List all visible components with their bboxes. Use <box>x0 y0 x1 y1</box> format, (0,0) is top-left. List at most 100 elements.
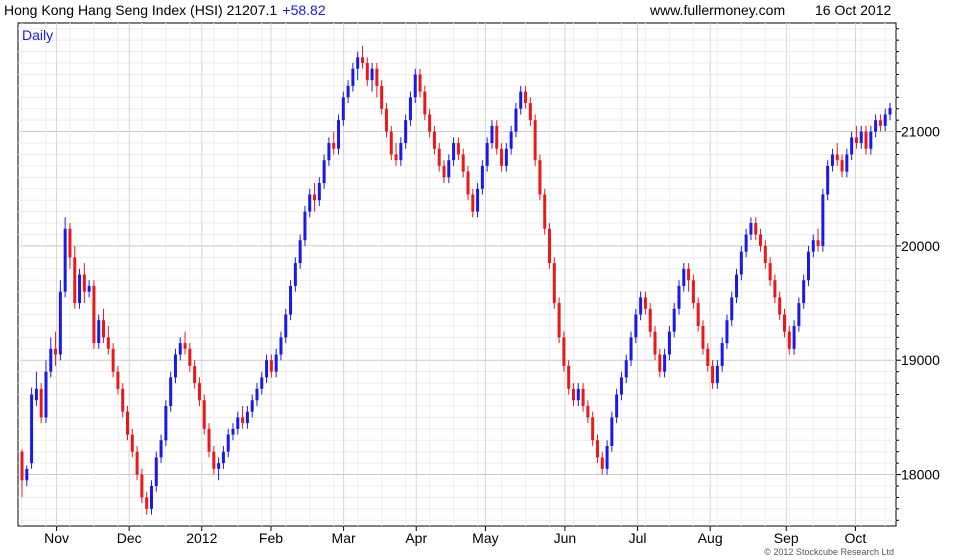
candle-body <box>293 263 297 286</box>
candle-body <box>619 377 623 395</box>
x-tick-label: Jul <box>629 530 647 546</box>
candle <box>667 325 671 361</box>
candle-body <box>859 131 863 144</box>
candle-body <box>106 337 110 349</box>
candle <box>874 114 878 138</box>
candle <box>241 405 245 429</box>
candle-body <box>466 171 470 195</box>
candle <box>193 360 197 389</box>
candle <box>480 160 484 195</box>
candle <box>68 223 72 269</box>
candle <box>154 451 158 492</box>
candle <box>173 348 177 384</box>
x-tick-label: Sep <box>774 530 799 546</box>
candle <box>711 360 715 389</box>
candle <box>337 114 341 155</box>
candle <box>759 228 763 252</box>
candle-body <box>346 85 350 98</box>
candle-body <box>854 137 858 144</box>
candle-body <box>317 183 321 201</box>
candle-body <box>279 337 283 355</box>
candle-body <box>754 223 758 235</box>
x-tick-label: Jun <box>554 530 577 546</box>
candle <box>408 91 412 126</box>
candle-body <box>682 268 686 286</box>
candle <box>140 468 144 504</box>
candle-body <box>749 223 753 235</box>
candle <box>375 63 379 98</box>
candle-body <box>54 348 58 355</box>
candle-body <box>197 383 201 401</box>
candle-body <box>39 388 43 418</box>
candle <box>164 400 168 446</box>
candle-body <box>250 400 254 412</box>
candle-body <box>92 285 96 344</box>
candles <box>20 45 892 515</box>
candle <box>514 103 518 138</box>
candle <box>835 143 839 166</box>
candle <box>265 354 269 384</box>
candle-body <box>188 348 192 366</box>
candle-body <box>773 280 777 298</box>
candle-body <box>212 451 216 469</box>
candle-body <box>423 91 427 115</box>
candle <box>384 103 388 138</box>
candle <box>528 97 532 126</box>
candle <box>619 371 623 401</box>
candle <box>303 205 307 246</box>
candle-body <box>514 108 518 132</box>
candle <box>313 183 317 212</box>
candle <box>183 331 187 355</box>
candle-body <box>289 285 293 315</box>
candle <box>92 280 96 349</box>
candle <box>380 80 384 115</box>
candle-body <box>102 320 106 338</box>
candle <box>878 114 882 132</box>
candle <box>643 291 647 315</box>
candle-body <box>284 314 288 338</box>
price-change: +58.82 <box>282 2 325 18</box>
candle-body <box>408 97 412 121</box>
candle <box>221 445 225 469</box>
candle-body <box>82 274 86 292</box>
candle-body <box>826 165 830 195</box>
candle <box>226 428 230 458</box>
candle <box>725 314 729 349</box>
candle <box>605 440 609 475</box>
candle <box>490 120 494 149</box>
y-tick-label: 21000 <box>901 124 940 140</box>
candle <box>854 125 858 149</box>
candle-body <box>524 91 528 104</box>
candle-body <box>418 74 422 92</box>
candle-body <box>821 194 825 246</box>
candle <box>735 268 739 304</box>
candle-body <box>308 194 312 212</box>
candle <box>39 383 43 424</box>
candle-body <box>394 154 398 161</box>
candle-body <box>744 234 748 252</box>
candle <box>821 188 825 252</box>
candle <box>519 85 523 115</box>
candle-body <box>600 457 604 469</box>
candle <box>476 183 480 218</box>
candle <box>461 148 465 178</box>
candle-body <box>149 485 153 509</box>
candle-body <box>739 251 743 275</box>
candle <box>428 108 432 138</box>
candle-body <box>169 377 173 406</box>
candle <box>102 308 106 344</box>
candle-body <box>221 451 225 464</box>
candle <box>778 291 782 321</box>
candle <box>97 314 101 349</box>
candle <box>73 245 77 309</box>
candle-body <box>130 434 134 452</box>
candle <box>687 263 691 292</box>
candle <box>567 360 571 395</box>
candle <box>715 360 719 389</box>
candle-body <box>303 211 307 241</box>
candle-body <box>217 463 221 469</box>
candle <box>802 274 806 309</box>
candle <box>677 280 681 315</box>
candle-body <box>476 188 480 212</box>
